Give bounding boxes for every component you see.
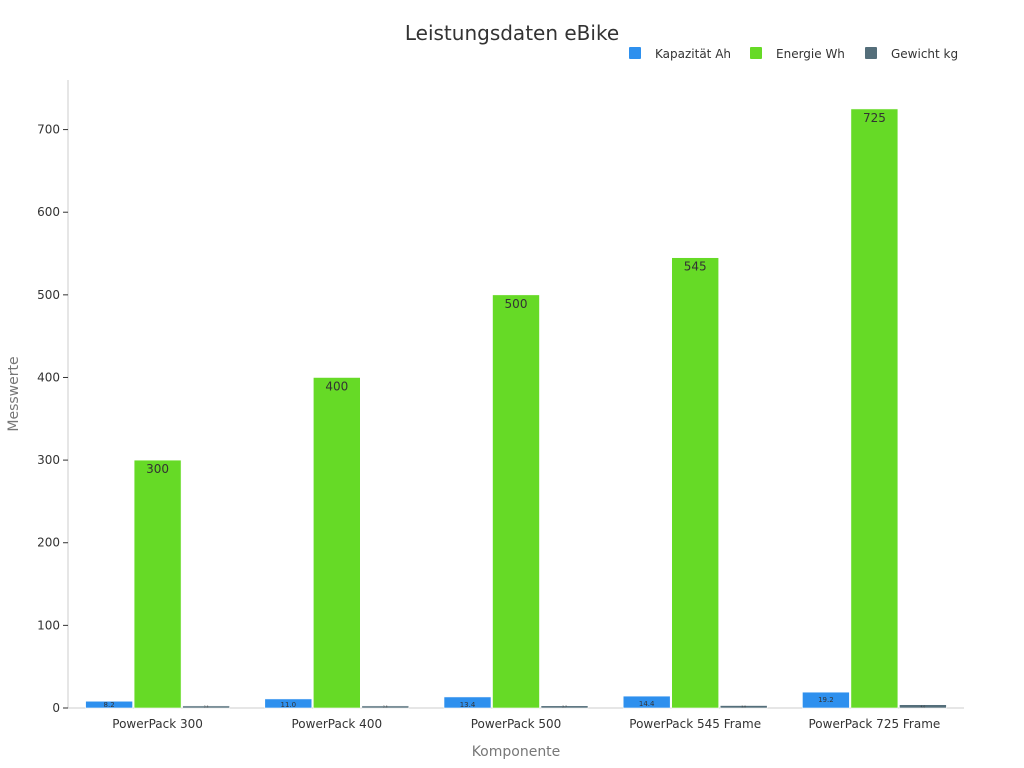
legend-swatch bbox=[629, 47, 641, 59]
chart-title: Leistungsdaten eBike bbox=[405, 21, 619, 45]
legend-swatch bbox=[865, 47, 877, 59]
data-label: 545 bbox=[684, 260, 707, 274]
data-label: 400 bbox=[325, 379, 348, 393]
bar bbox=[85, 700, 133, 709]
y-tick-label: 300 bbox=[37, 453, 60, 467]
data-label: 3.0 bbox=[741, 705, 746, 709]
x-tick-label: PowerPack 725 Frame bbox=[808, 717, 940, 731]
data-label: 14.4 bbox=[639, 700, 655, 708]
bar bbox=[622, 695, 671, 709]
y-axis-title: Messwerte bbox=[6, 356, 22, 431]
bar bbox=[671, 257, 720, 709]
legend: Kapazität Ah Energie Wh Gewicht kg bbox=[629, 47, 958, 61]
bars: 8.2 300 2.5 11.0 400 2.5 13.4 500 2.7 14.4 545 3.0 1… bbox=[85, 108, 947, 709]
y-tick-label: 500 bbox=[37, 288, 60, 302]
bar bbox=[492, 294, 540, 709]
bar bbox=[850, 108, 899, 709]
y-tick-label: 0 bbox=[52, 701, 60, 715]
data-label: 11.0 bbox=[281, 701, 297, 709]
data-label: 2.7 bbox=[562, 705, 567, 709]
data-label: 500 bbox=[505, 297, 528, 311]
bar bbox=[361, 705, 410, 709]
data-label: 2.5 bbox=[204, 705, 209, 709]
bar bbox=[264, 698, 313, 709]
legend-label: Gewicht kg bbox=[891, 47, 958, 61]
x-tick-label: PowerPack 545 Frame bbox=[629, 717, 761, 731]
y-tick-label: 600 bbox=[37, 205, 60, 219]
x-axis-title: Komponente bbox=[472, 744, 561, 760]
x-tick-label: PowerPack 300 bbox=[112, 717, 203, 731]
bar bbox=[133, 459, 182, 709]
data-label: 725 bbox=[863, 111, 886, 125]
y-tick-label: 100 bbox=[37, 618, 60, 632]
bar bbox=[802, 691, 850, 709]
x-tick-label: PowerPack 400 bbox=[291, 717, 382, 731]
data-label: 13.4 bbox=[460, 701, 476, 709]
bar bbox=[182, 705, 230, 709]
bar bbox=[540, 705, 589, 709]
legend-label: Kapazität Ah bbox=[655, 47, 731, 61]
y-axis: 0 100 200 300 400 500 600 700 bbox=[37, 80, 69, 715]
data-label: 19.2 bbox=[818, 696, 834, 704]
legend-label: Energie Wh bbox=[776, 47, 845, 61]
x-tick-label: PowerPack 500 bbox=[471, 717, 562, 731]
data-label: 4.0 bbox=[921, 705, 926, 709]
y-tick-label: 700 bbox=[37, 123, 60, 137]
bar bbox=[719, 705, 768, 709]
y-tick-label: 200 bbox=[37, 536, 60, 550]
bar bbox=[899, 704, 947, 709]
legend-swatch bbox=[750, 47, 762, 59]
bar bbox=[312, 377, 361, 709]
data-label: 8.2 bbox=[104, 701, 115, 709]
data-label: 2.5 bbox=[383, 705, 388, 709]
data-label: 300 bbox=[146, 462, 169, 476]
x-axis: PowerPack 300 PowerPack 400 PowerPack 500 P… bbox=[68, 707, 964, 731]
y-tick-label: 400 bbox=[37, 370, 60, 384]
bar bbox=[443, 696, 492, 709]
